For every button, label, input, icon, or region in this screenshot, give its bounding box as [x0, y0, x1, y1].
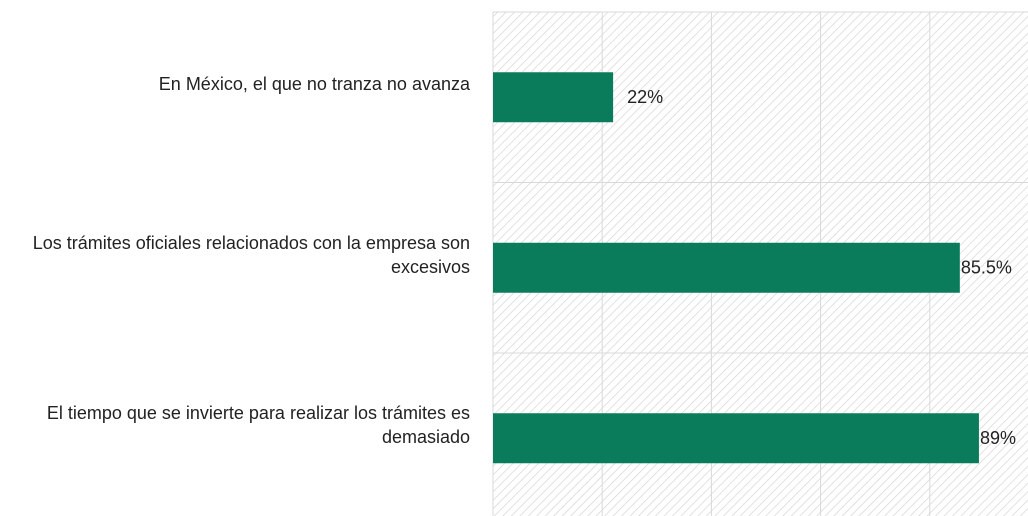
- value-label: 89%: [980, 428, 1016, 448]
- value-label: 85.5%: [961, 258, 1012, 278]
- bar: [493, 413, 979, 464]
- bar: [493, 72, 614, 123]
- value-label: 22%: [627, 87, 663, 107]
- category-label: El tiempo que se invierte para realizar …: [46, 403, 470, 448]
- category-label: En México, el que no tranza no avanza: [158, 74, 470, 95]
- category-label: Los trámites oficiales relacionados con …: [32, 232, 470, 277]
- bar: [493, 242, 960, 293]
